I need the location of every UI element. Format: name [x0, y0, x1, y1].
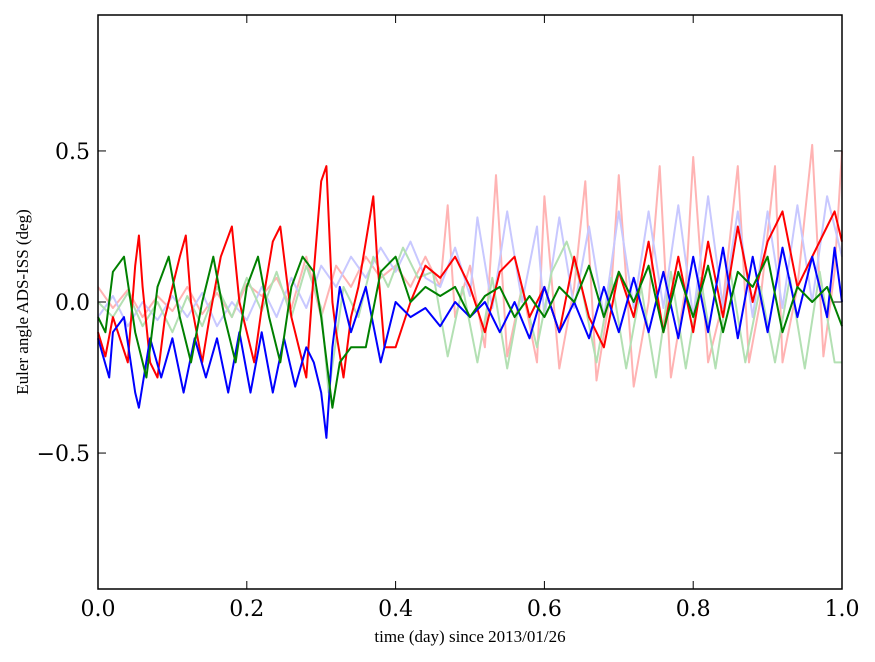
x-tick-label: 1.0 — [825, 597, 860, 622]
y-tick-label: −0.5 — [37, 442, 90, 467]
x-tick-label: 0.6 — [527, 597, 562, 622]
series-line-4 — [97, 165, 843, 379]
x-tick-label: 0.2 — [229, 597, 264, 622]
x-axis-label: time (day) since 2013/01/26 — [374, 627, 565, 646]
tick-layer: 0.0 0.2 0.4 0.6 0.8 1.0 −0.5 0.0 0.5 — [37, 15, 860, 622]
series-layer — [97, 143, 843, 439]
y-tick-label: 0.5 — [55, 140, 90, 165]
y-tick-label: 0.0 — [55, 291, 90, 316]
x-tick-label: 0.8 — [676, 597, 711, 622]
series-line-3 — [97, 240, 842, 394]
y-axis-label: Euler angle ADS-ISS (deg) — [13, 209, 32, 395]
x-tick-label: 0.4 — [378, 597, 413, 622]
x-tick-label: 0.0 — [81, 597, 116, 622]
series-line-6 — [97, 255, 843, 409]
